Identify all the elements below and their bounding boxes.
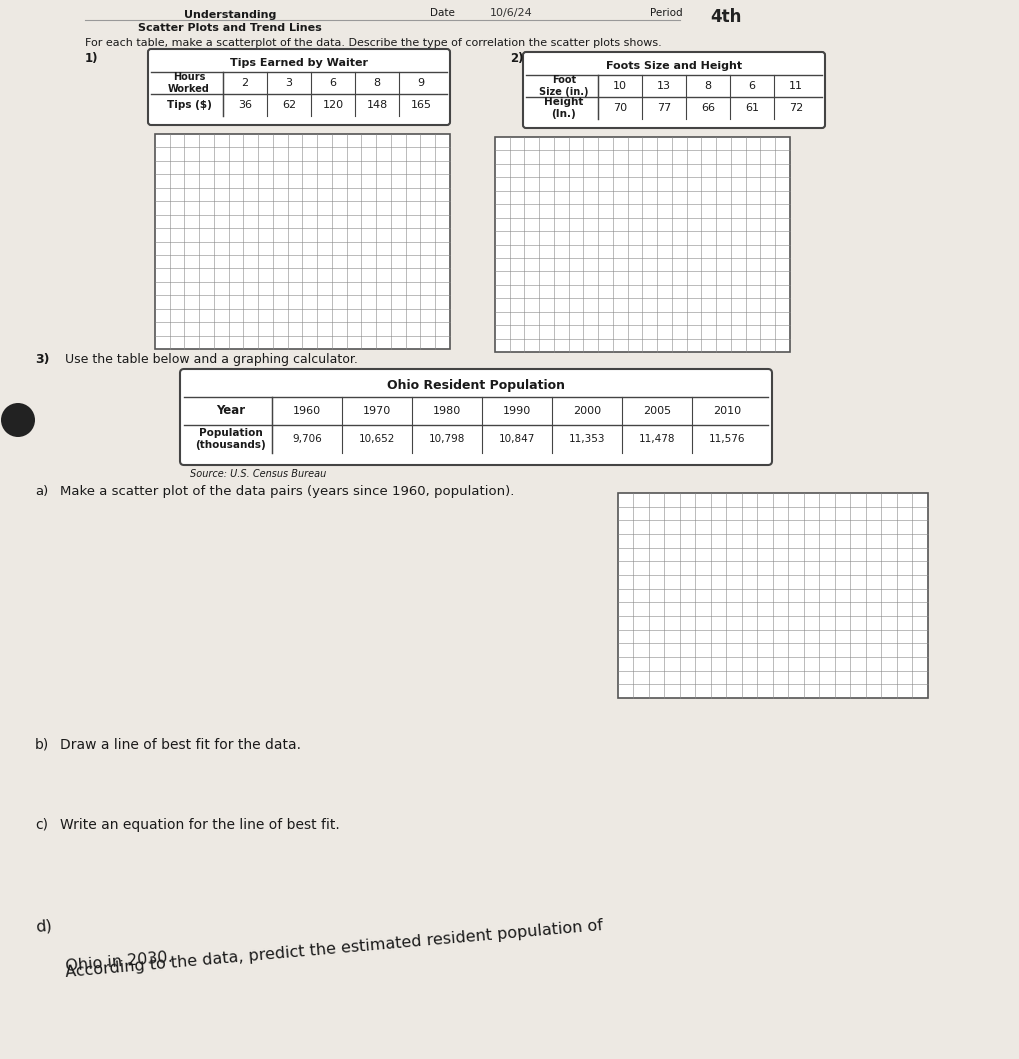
Text: 62: 62: [281, 100, 296, 110]
Text: Source: U.S. Census Bureau: Source: U.S. Census Bureau: [190, 469, 326, 479]
Text: 2010: 2010: [712, 406, 741, 416]
FancyBboxPatch shape: [523, 52, 824, 128]
Text: Foot
Size (in.): Foot Size (in.): [539, 75, 588, 96]
Text: Ohio Resident Population: Ohio Resident Population: [386, 379, 565, 393]
Text: 72: 72: [788, 103, 802, 113]
Text: 66: 66: [700, 103, 714, 113]
FancyBboxPatch shape: [148, 49, 449, 125]
Text: For each table, make a scatterplot of the data. Describe the type of correlation: For each table, make a scatterplot of th…: [85, 38, 661, 48]
Text: 36: 36: [237, 100, 252, 110]
Text: Draw a line of best fit for the data.: Draw a line of best fit for the data.: [60, 738, 301, 752]
Text: Hours
Worked: Hours Worked: [168, 72, 210, 94]
Text: 120: 120: [322, 100, 343, 110]
Text: 8: 8: [704, 80, 711, 91]
Text: 11,478: 11,478: [638, 434, 675, 444]
Text: 6: 6: [329, 78, 336, 88]
Text: 13: 13: [656, 80, 671, 91]
Text: Write an equation for the line of best fit.: Write an equation for the line of best f…: [60, 818, 339, 832]
Text: 11: 11: [789, 80, 802, 91]
FancyBboxPatch shape: [179, 369, 771, 465]
Text: Ohio in 2030.: Ohio in 2030.: [65, 950, 173, 974]
Text: 1960: 1960: [292, 406, 321, 416]
Text: Make a scatter plot of the data pairs (years since 1960, population).: Make a scatter plot of the data pairs (y…: [60, 485, 514, 498]
Text: c): c): [35, 818, 48, 832]
Text: 2000: 2000: [573, 406, 600, 416]
Text: 2): 2): [510, 52, 523, 65]
Text: 61: 61: [744, 103, 758, 113]
Text: 2: 2: [242, 78, 249, 88]
Text: 165: 165: [410, 100, 431, 110]
Text: 148: 148: [366, 100, 387, 110]
Text: a): a): [35, 485, 48, 498]
Text: 10/6/24: 10/6/24: [489, 8, 532, 18]
Text: Population
(thousands): Population (thousands): [196, 428, 266, 450]
Circle shape: [1, 403, 35, 437]
Bar: [494, 137, 790, 352]
Bar: [618, 493, 927, 698]
Text: 10: 10: [612, 80, 627, 91]
Text: 11,576: 11,576: [708, 434, 745, 444]
Text: 2005: 2005: [642, 406, 671, 416]
Text: b): b): [35, 738, 49, 752]
Text: According to the data, predict the estimated resident population of: According to the data, predict the estim…: [65, 918, 603, 980]
Text: 10,652: 10,652: [359, 434, 394, 444]
Text: 6: 6: [748, 80, 755, 91]
Text: Period: Period: [649, 8, 682, 18]
Text: Tips ($): Tips ($): [166, 100, 211, 110]
Text: 4th: 4th: [709, 8, 741, 26]
Text: 9,706: 9,706: [291, 434, 322, 444]
Text: 8: 8: [373, 78, 380, 88]
Text: 10,798: 10,798: [428, 434, 465, 444]
Text: d): d): [35, 918, 53, 934]
Text: Tips Earned by Waiter: Tips Earned by Waiter: [229, 58, 368, 68]
Text: Height
(In.): Height (In.): [544, 97, 583, 119]
Text: 77: 77: [656, 103, 671, 113]
Text: 9: 9: [417, 78, 424, 88]
Text: Understanding
Scatter Plots and Trend Lines: Understanding Scatter Plots and Trend Li…: [138, 10, 322, 33]
Text: 1980: 1980: [432, 406, 461, 416]
Bar: [155, 134, 449, 349]
Text: Date: Date: [430, 8, 454, 18]
Text: Foots Size and Height: Foots Size and Height: [605, 61, 742, 71]
Text: 3): 3): [35, 353, 50, 366]
Text: 1): 1): [85, 52, 99, 65]
Text: 1970: 1970: [363, 406, 390, 416]
Text: 3: 3: [285, 78, 292, 88]
Text: 1990: 1990: [502, 406, 531, 416]
Text: 11,353: 11,353: [569, 434, 604, 444]
Text: 10,847: 10,847: [498, 434, 535, 444]
Text: Year: Year: [216, 405, 246, 417]
Text: 70: 70: [612, 103, 627, 113]
Text: Use the table below and a graphing calculator.: Use the table below and a graphing calcu…: [65, 353, 358, 366]
